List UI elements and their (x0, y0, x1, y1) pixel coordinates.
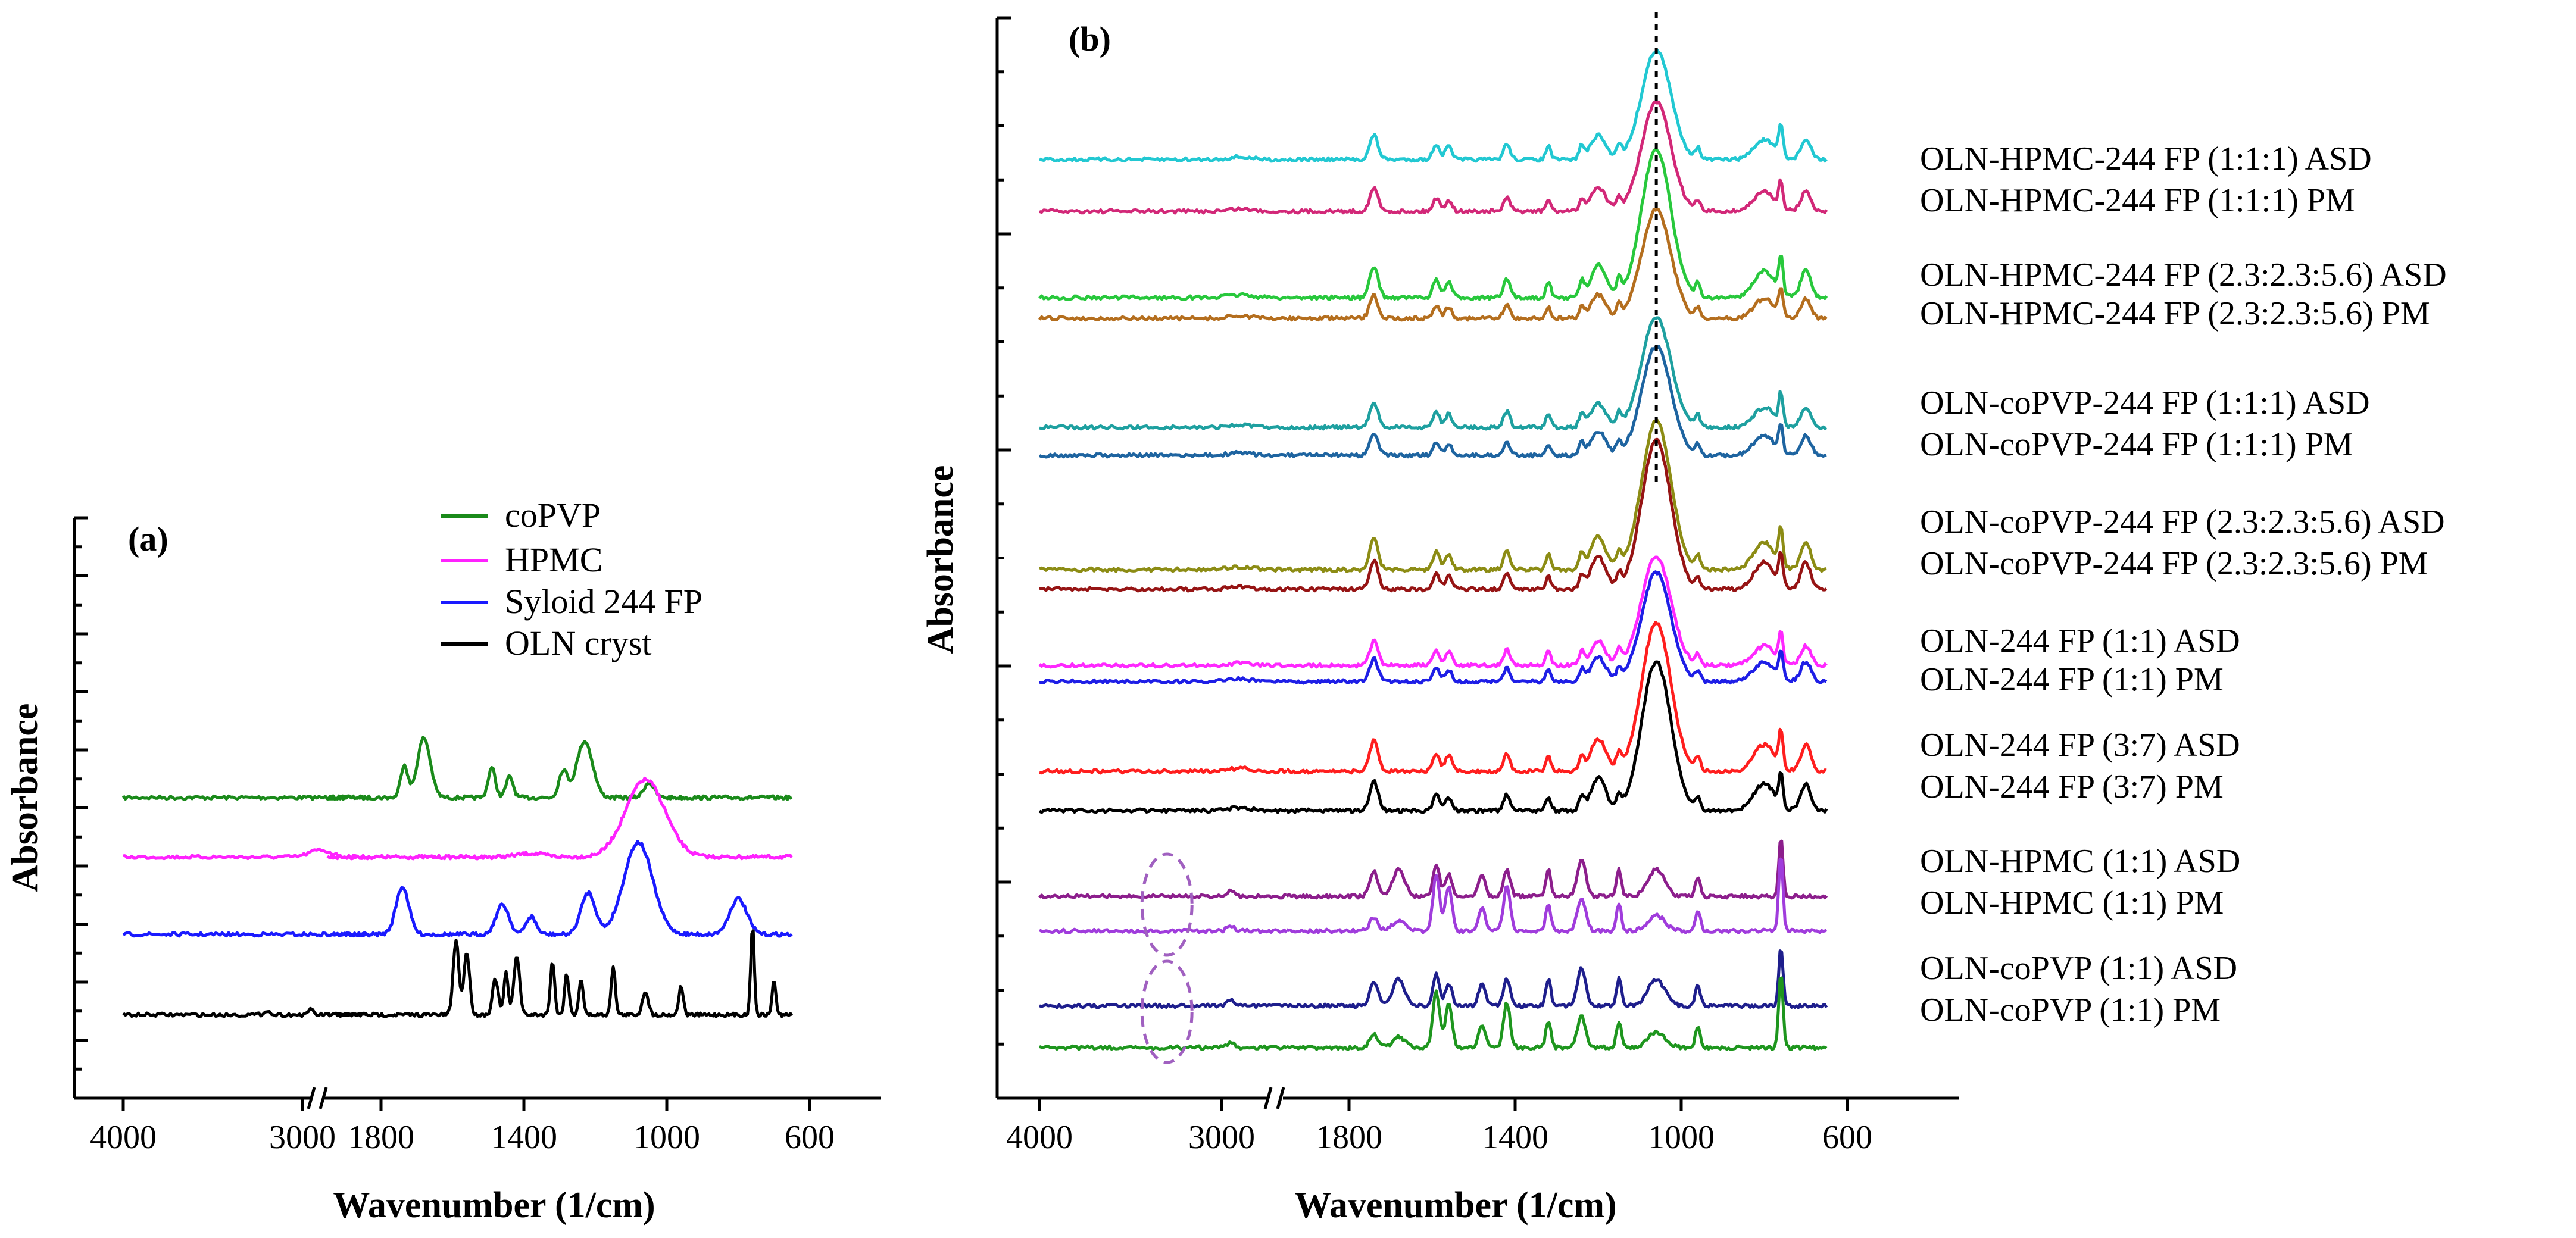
x-axis-label: Wavenumber (1/cm) (1294, 1185, 1616, 1226)
x-tick-label: 1800 (1316, 1119, 1382, 1156)
series-line-3 (1038, 208, 1828, 322)
series-line-11 (1038, 660, 1828, 814)
series-line-7 (1039, 437, 1828, 593)
y-axis-label: Absorbance (920, 465, 961, 654)
highlight-ellipse (1140, 959, 1194, 1064)
legend-label: HPMC (505, 540, 602, 579)
series-label: OLN-HPMC-244 FP (1:1:1) ASD (1920, 140, 2372, 177)
x-tick-label: 4000 (1006, 1119, 1073, 1156)
series-label: OLN-244 FP (3:7) ASD (1920, 727, 2240, 764)
series-label: OLN-coPVP-244 FP (2.3:2.3:5.6) PM (1920, 545, 2428, 582)
legend-label: Syloid 244 FP (505, 582, 702, 621)
series-line-13 (1038, 858, 1828, 934)
series-line-6 (1039, 418, 1827, 573)
series-label: OLN-HPMC-244 FP (2.3:2.3:5.6) PM (1920, 295, 2430, 332)
x-tick-label: 1400 (1482, 1119, 1548, 1156)
x-tick-label: 3000 (269, 1119, 336, 1156)
series-label: OLN-244 FP (1:1) ASD (1920, 623, 2240, 659)
panel-a-chart: 4000 3000 1800 1400 1000 600 Wavenumber (1/cm)… (5, 496, 881, 1226)
axis-break-mark (307, 1087, 316, 1109)
series-label: OLN-244 FP (1:1) PM (1920, 661, 2224, 698)
x-tick-label: 3000 (1188, 1119, 1255, 1156)
series-line-12 (1038, 839, 1828, 900)
series-line-0 (121, 736, 793, 801)
panel-b-chart: 4000 3000 1800 1400 1000 600 Wavenumber (1/cm)… (920, 12, 2447, 1226)
series-line-5 (1038, 345, 1827, 459)
series-line-4 (1039, 316, 1828, 431)
series-label: OLN-coPVP (1:1) ASD (1920, 950, 2237, 987)
x-tick-label: 1000 (1648, 1119, 1715, 1156)
x-axis-label: Wavenumber (1/cm) (333, 1185, 655, 1226)
x-tick-label: 4000 (90, 1119, 157, 1156)
series-line-0 (1038, 48, 1828, 163)
x-tick-label: 1800 (348, 1119, 414, 1156)
series-line-9 (1039, 570, 1828, 685)
series-label: OLN-coPVP-244 FP (2.3:2.3:5.6) ASD (1920, 504, 2445, 540)
axis-break-mark (1263, 1087, 1273, 1109)
series-label: OLN-coPVP-244 FP (1:1:1) ASD (1920, 384, 2370, 421)
series-label: OLN-HPMC-244 FP (1:1:1) PM (1920, 182, 2355, 219)
series-label: OLN-coPVP-244 FP (1:1:1) PM (1920, 426, 2353, 463)
x-tick-label: 1000 (633, 1119, 700, 1156)
panel-label: (b) (1069, 20, 1111, 58)
x-tick-label: 600 (785, 1119, 835, 1156)
x-tick-label: 1400 (491, 1119, 557, 1156)
legend-label: coPVP (505, 496, 601, 534)
highlight-ellipse (1140, 852, 1194, 957)
series-line-3 (122, 929, 794, 1018)
series-line-1 (1039, 100, 1828, 215)
panel-label: (a) (128, 520, 168, 558)
series-line-15 (1039, 976, 1828, 1051)
series-line-8 (1038, 555, 1828, 669)
series-label: OLN-HPMC-244 FP (2.3:2.3:5.6) ASD (1920, 257, 2447, 293)
y-axis-label: Absorbance (5, 704, 45, 892)
legend-label: OLN cryst (505, 624, 651, 662)
series-line-14 (1039, 949, 1828, 1009)
x-tick-label: 600 (1822, 1119, 1872, 1156)
series-label: OLN-coPVP (1:1) PM (1920, 992, 2221, 1028)
series-line-1 (123, 776, 794, 861)
axis-break-mark (1276, 1087, 1285, 1109)
series-label: OLN-HPMC (1:1) PM (1920, 884, 2224, 921)
series-label: OLN-244 FP (3:7) PM (1920, 768, 2224, 805)
series-line-2 (1038, 148, 1828, 301)
series-label: OLN-HPMC (1:1) ASD (1920, 843, 2240, 880)
series-line-2 (122, 840, 793, 938)
axis-break-mark (319, 1087, 328, 1109)
series-line-10 (1039, 621, 1827, 775)
